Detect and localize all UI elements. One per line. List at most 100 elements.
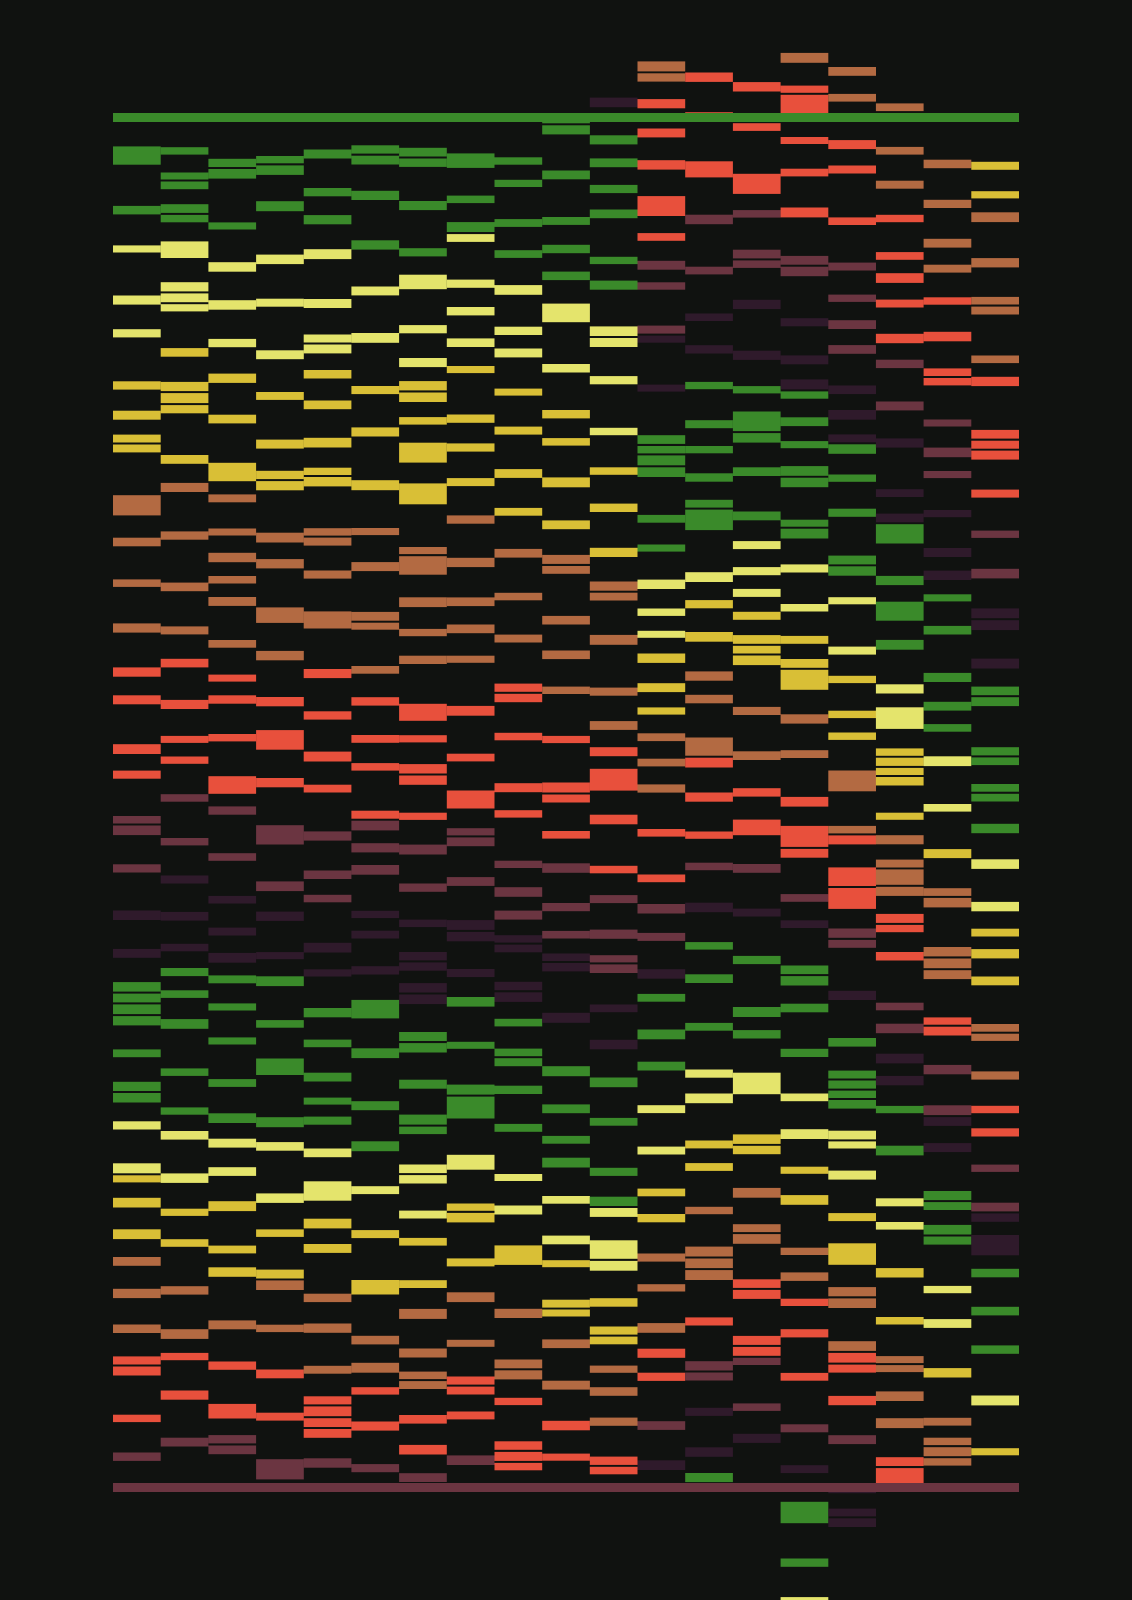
bar [542,1135,590,1144]
bar [494,783,543,793]
bar [780,207,829,218]
bar [685,974,733,983]
bar [303,1244,352,1253]
bar [685,1140,733,1149]
bar [446,414,495,423]
bar [351,1421,400,1431]
bar [399,325,447,334]
bar [780,391,829,399]
bar [732,386,781,394]
bar [732,1289,781,1299]
bar [446,969,495,978]
bar [971,901,1019,912]
bar [589,158,638,168]
bar [589,592,638,601]
bar [399,597,447,608]
bar [160,1173,209,1183]
bar [113,245,161,253]
bar [732,1335,781,1345]
bar [685,572,733,582]
bar [446,1376,495,1385]
bar [780,604,829,612]
bar [780,714,829,724]
bar [780,1329,829,1338]
bar [637,733,686,742]
bar [780,168,829,177]
bar [875,1317,924,1325]
bar [828,434,876,443]
bar [732,1433,781,1443]
bar [971,355,1019,364]
bar [923,756,972,767]
bar [446,1203,495,1211]
bar [589,634,638,645]
bar [303,1458,352,1468]
bar [875,1105,924,1114]
bar [113,1093,161,1103]
bar [399,883,447,892]
bar [303,1097,352,1105]
bar [399,1114,447,1125]
bar [875,1391,924,1401]
bar [494,1441,543,1450]
bar [732,411,781,432]
bar [637,758,686,767]
bar [160,658,209,668]
bar [446,153,495,168]
bar [780,825,829,847]
bar [208,1201,257,1212]
bar [446,790,495,809]
bar [160,405,209,414]
bar [637,1105,686,1114]
bar [637,1188,686,1197]
bar [494,1205,543,1215]
bar [494,1308,543,1318]
bar [780,528,829,539]
bar [923,1105,972,1116]
bar [160,304,209,312]
bar [828,555,876,565]
bar [351,622,400,630]
bar [160,214,209,223]
bar [446,234,495,242]
bar [971,1164,1019,1172]
bar [637,435,686,444]
bar [542,831,590,839]
bar [828,566,876,576]
bar [732,706,781,715]
bar [208,975,257,984]
bar [494,634,543,643]
bar [685,671,733,681]
bar [875,812,924,820]
bar [113,1366,161,1376]
bar [637,969,686,979]
bar [923,1017,972,1025]
bar [685,1022,733,1031]
bar [542,1260,590,1268]
bar [923,419,972,427]
bar [494,219,543,227]
bar [113,295,161,305]
bar [828,1364,876,1373]
bar [971,1345,1019,1354]
bar [494,935,543,943]
bar [399,274,447,290]
bar [256,439,304,449]
bar [685,1069,733,1078]
bar [351,286,400,296]
bar [971,823,1019,834]
bar [732,1134,781,1144]
bar [971,1448,1019,1456]
bar [160,582,209,592]
bar [208,1267,257,1277]
bar [875,1268,924,1278]
bar [780,1166,829,1174]
bar [351,145,400,154]
bar [256,1280,304,1290]
bar [828,1395,876,1406]
bar [160,838,209,846]
bar [160,1239,209,1247]
bar [637,467,686,477]
bar [446,997,495,1007]
bar [685,420,733,429]
